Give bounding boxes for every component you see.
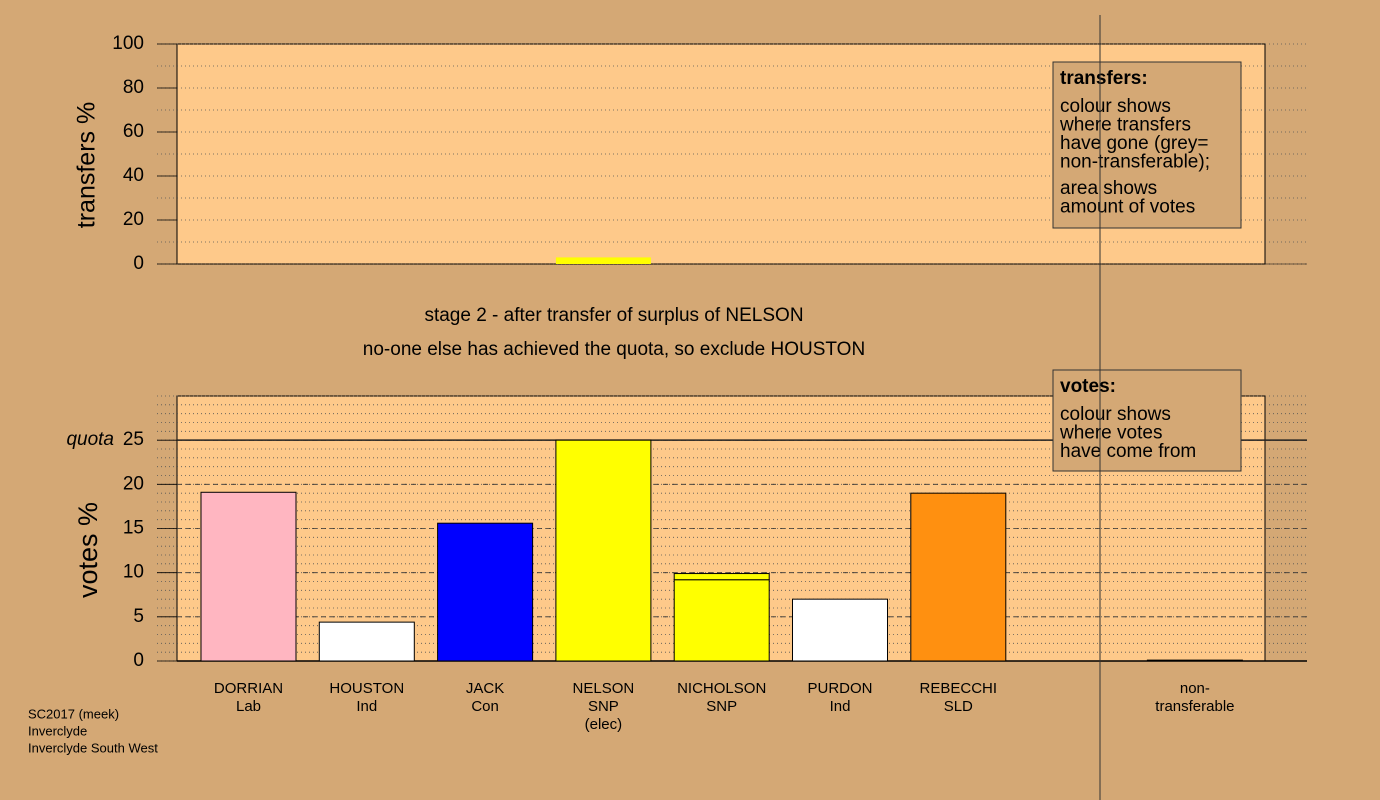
legend-text: have come from <box>1060 441 1196 462</box>
legend-title: votes: <box>1060 376 1116 397</box>
x-tick-label: Ind <box>830 698 851 715</box>
y-tick-label: 0 <box>133 650 144 671</box>
y-tick-label: 10 <box>123 562 144 583</box>
y-tick-label: 80 <box>123 77 144 98</box>
y-tick-label: 100 <box>112 33 144 54</box>
x-tick-label: Con <box>471 698 499 715</box>
vote-bar <box>673 573 770 581</box>
vote-bar <box>792 598 888 662</box>
x-tick-label: PURDON <box>807 680 872 697</box>
vote-bar <box>437 522 534 662</box>
x-tick-label: SNP <box>706 698 737 715</box>
quota-label: quota <box>66 429 114 450</box>
y-tick-label: 60 <box>123 121 144 142</box>
vote-bar <box>673 579 770 662</box>
x-tick-label: JACK <box>466 680 504 697</box>
x-tick-label: non- <box>1180 680 1210 697</box>
footer-text: Inverclyde <box>28 723 87 738</box>
vote-bar <box>910 492 1007 662</box>
x-tick-label: HOUSTON <box>329 680 404 697</box>
legend-title: transfers: <box>1060 68 1148 89</box>
legend-box <box>1052 369 1242 472</box>
y-axis-label: transfers % <box>73 102 101 228</box>
legend-text: where votes <box>1059 423 1162 444</box>
y-tick-label: 5 <box>133 606 144 627</box>
vote-bar <box>1146 659 1243 662</box>
vote-bar <box>555 439 652 662</box>
y-tick-label: 20 <box>123 473 144 494</box>
legend-text: colour shows <box>1060 96 1171 117</box>
x-tick-label: NELSON <box>573 680 635 697</box>
y-tick-label: 15 <box>123 518 144 539</box>
legend-text: have gone (grey= <box>1060 133 1208 154</box>
x-tick-label: SNP <box>588 698 619 715</box>
x-tick-label: SLD <box>944 698 973 715</box>
x-tick-label: Lab <box>236 698 261 715</box>
x-tick-label: (elec) <box>585 716 623 733</box>
legend-text: where transfers <box>1059 115 1191 136</box>
stage-text: no-one else has achieved the quota, so e… <box>363 339 865 360</box>
y-axis-label: votes % <box>73 502 103 598</box>
stage-text: stage 2 - after transfer of surplus of N… <box>424 305 803 326</box>
x-tick-label: REBECCHI <box>920 680 998 697</box>
y-tick-label: 20 <box>123 209 144 230</box>
x-tick-label: NICHOLSON <box>677 680 766 697</box>
vote-bar <box>318 621 415 662</box>
footer-text: SC2017 (meek) <box>28 706 119 721</box>
y-tick-label: 0 <box>133 253 144 274</box>
vote-bar <box>200 491 297 662</box>
legend-text: area shows <box>1060 178 1157 199</box>
transfer-bar <box>555 257 651 264</box>
x-tick-label: DORRIAN <box>214 680 283 697</box>
y-tick-label: 25 <box>123 429 144 450</box>
x-tick-label: Ind <box>356 698 377 715</box>
x-tick-label: transferable <box>1155 698 1234 715</box>
legend-box <box>1052 61 1242 229</box>
y-tick-label: 40 <box>123 165 144 186</box>
legend-text: non-transferable); <box>1060 152 1210 173</box>
legend-text: amount of votes <box>1060 197 1195 218</box>
footer-text: Inverclyde South West <box>28 740 158 755</box>
legend-text: colour shows <box>1060 404 1171 425</box>
